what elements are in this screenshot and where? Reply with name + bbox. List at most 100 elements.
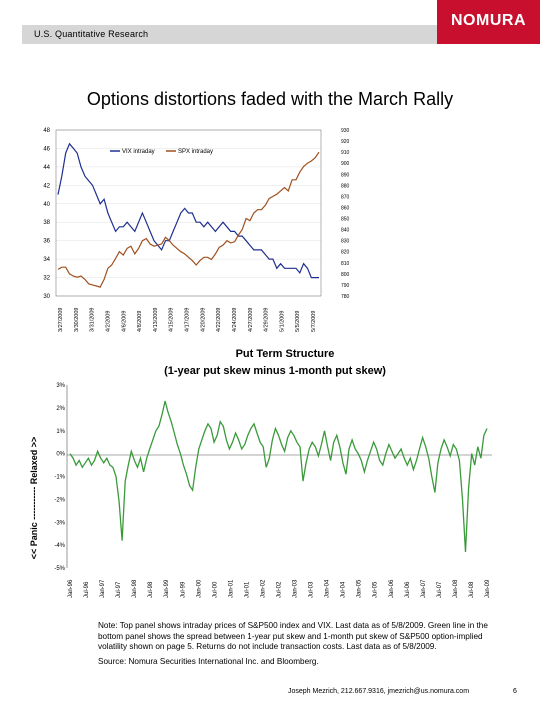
nomura-logo: NOMURA — [437, 0, 540, 44]
x-tick-label: 4/27/2009 — [248, 308, 254, 332]
x-tick-label: Jan-04 — [325, 579, 331, 598]
x-tick-label: 4/22/2009 — [216, 308, 222, 332]
x-tick-label: Jul-02 — [277, 581, 283, 598]
y-right-tick-label: 860 — [341, 205, 350, 211]
x-tick-label: Jul-96 — [84, 581, 90, 598]
x-tick-label: Jul-08 — [469, 581, 475, 598]
x-tick-label: 3/31/2009 — [90, 308, 96, 332]
y-tick-label: 0% — [56, 452, 65, 458]
x-tick-label: Jul-04 — [341, 581, 347, 598]
y-left-tick-label: 36 — [43, 239, 50, 245]
y-right-tick-label: 920 — [341, 139, 350, 145]
header: U.S. Quantitative Research NOMURA — [0, 0, 540, 44]
x-tick-label: Jul-00 — [212, 581, 218, 598]
page-number: 6 — [513, 688, 517, 695]
x-tick-label: Jul-98 — [148, 581, 154, 598]
x-tick-label: Jul-05 — [373, 581, 379, 598]
x-tick-label: Jan-96 — [68, 579, 74, 598]
x-tick-label: 5/5/2009 — [295, 311, 301, 332]
x-tick-label: Jan-08 — [453, 579, 459, 598]
x-tick-label: 4/24/2009 — [232, 308, 238, 332]
y-right-tick-label: 840 — [341, 228, 350, 234]
y-left-tick-label: 38 — [43, 220, 50, 226]
top-chart-plot-area — [55, 129, 322, 297]
y-tick-label: 1% — [56, 429, 65, 435]
y-tick-label: -4% — [54, 543, 65, 549]
source-note: Source: Nomura Securities International … — [98, 657, 319, 666]
x-tick-label: Jan-03 — [293, 579, 299, 598]
x-tick-label: 4/13/2009 — [153, 308, 159, 332]
y-right-tick-label: 780 — [341, 294, 350, 300]
x-tick-label: Jan-07 — [421, 579, 427, 598]
x-tick-label: 4/15/2009 — [169, 308, 175, 332]
chart-note: Note: Top panel shows intraday prices of… — [98, 621, 488, 651]
x-tick-label: 5/7/2009 — [311, 311, 317, 332]
y-right-tick-label: 870 — [341, 194, 350, 200]
x-tick-label: Jul-97 — [116, 581, 122, 598]
y-right-tick-label: 890 — [341, 172, 350, 178]
spx-series-line — [57, 151, 320, 288]
chart-subtitle: (1-year put skew minus 1-month put skew) — [164, 365, 386, 377]
vix-series-line — [57, 142, 319, 279]
x-tick-label: 4/8/2009 — [137, 311, 143, 332]
x-tick-label: Jul-03 — [309, 581, 315, 598]
x-tick-label: 5/1/2009 — [279, 311, 285, 332]
y-tick-label: -3% — [54, 520, 65, 526]
x-tick-label: Jan-98 — [132, 579, 138, 598]
x-tick-label: Jan-00 — [196, 579, 202, 598]
y-right-tick-label: 830 — [341, 239, 350, 245]
x-tick-label: 4/6/2009 — [121, 311, 127, 332]
x-tick-label: Jul-07 — [437, 581, 443, 598]
x-tick-label: Jan-97 — [100, 579, 106, 598]
y-left-tick-label: 48 — [43, 128, 50, 134]
x-tick-label: Jan-09 — [485, 579, 491, 598]
logo-text: NOMURA — [451, 12, 526, 29]
y-axis-label: << Panic ----------- Relaxed >> — [29, 437, 39, 560]
chart-title: Put Term Structure — [236, 348, 335, 360]
header-bar — [22, 25, 540, 44]
x-tick-label: Jul-99 — [180, 581, 186, 598]
x-tick-label: Jan-01 — [228, 579, 234, 598]
y-right-tick-label: 910 — [341, 150, 350, 156]
y-left-tick-label: 32 — [43, 276, 50, 282]
vix-spx-chart: 30 32 34 36 38 40 42 44 46 48 780 790 800 810 820 830 8… — [43, 128, 350, 332]
x-tick-label: 4/17/2009 — [185, 308, 191, 332]
y-right-tick-label: 880 — [341, 183, 350, 189]
x-tick-label: 4/2/2009 — [105, 311, 111, 332]
y-left-tick-label: 42 — [43, 183, 50, 189]
x-tick-label: 3/27/2009 — [58, 308, 64, 332]
x-tick-label: Jan-05 — [357, 579, 363, 598]
x-tick-label: Jan-02 — [260, 579, 266, 598]
put-term-structure-chart: Put Term Structure (1-year put skew minu… — [29, 348, 492, 598]
y-tick-label: -1% — [54, 475, 65, 481]
legend-label: VIX intraday — [122, 149, 155, 155]
y-right-tick-label: 800 — [341, 272, 350, 278]
legend-label: SPX intraday — [178, 149, 213, 155]
x-tick-label: 4/29/2009 — [264, 308, 270, 332]
skew-spread-line — [69, 400, 488, 553]
x-tick-label: Jan-06 — [389, 579, 395, 598]
y-right-tick-label: 820 — [341, 250, 350, 256]
y-tick-label: 3% — [56, 383, 65, 389]
y-right-tick-label: 810 — [341, 261, 350, 267]
y-right-tick-label: 900 — [341, 161, 350, 167]
y-tick-label: -5% — [54, 566, 65, 572]
y-left-tick-label: 46 — [43, 146, 50, 152]
page-title: Options distortions faded with the March… — [86, 89, 454, 109]
y-tick-label: 2% — [56, 406, 65, 412]
y-right-tick-label: 850 — [341, 217, 350, 223]
y-right-tick-label: 930 — [341, 128, 350, 134]
footer-contact: Joseph Mezrich, 212.667.9316, jmezrich@u… — [288, 688, 470, 695]
department-label: U.S. Quantitative Research — [34, 29, 149, 39]
x-tick-label: Jul-06 — [405, 581, 411, 598]
y-right-tick-label: 790 — [341, 283, 350, 289]
y-left-tick-label: 30 — [43, 294, 50, 300]
y-tick-label: -2% — [54, 497, 65, 503]
y-left-tick-label: 44 — [43, 165, 50, 171]
x-tick-label: Jan-99 — [164, 579, 170, 598]
x-tick-label: Jul-01 — [244, 581, 250, 598]
y-left-tick-label: 34 — [43, 257, 50, 263]
x-tick-label: 3/30/2009 — [74, 308, 80, 332]
y-left-tick-label: 40 — [43, 202, 50, 208]
x-tick-label: 4/20/2009 — [200, 308, 206, 332]
